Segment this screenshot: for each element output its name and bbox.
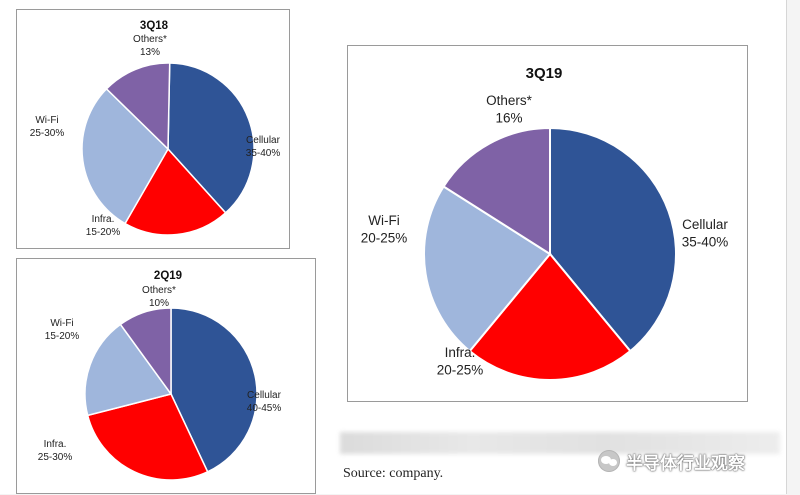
data-label-3q18-others: Others* 13% [133,34,167,58]
pie-slice-2q19-wi-fi [84,323,173,417]
data-label-category-3q18-others: Others* [133,34,167,45]
data-label-category-3q19-cellular: Cellular [682,217,728,232]
pie-panel-2q19: 2Q19 Cellular 40-45% Infra. 25-30% Wi-Fi 15-20… [16,258,316,494]
pie-slice-3q19-others [442,126,551,256]
data-label-category-2q19-wi-fi: Wi-Fi [50,318,73,329]
data-label-category-3q18-wi-fi: Wi-Fi [35,115,58,126]
data-label-value-3q18-infra: 15-20% [86,227,121,238]
pie-slice-2q19-others [119,307,172,397]
pie-slice-3q18-infra [124,147,227,236]
data-label-value-3q19-infra: 20-25% [437,363,484,378]
data-label-value-3q18-cellular: 35-40% [246,148,281,159]
pie-chart-3q18: 3Q18 Cellular 35-40% Infra. 15-20% Wi-Fi 25-30… [30,20,281,238]
data-label-category-3q19-wi-fi: Wi-Fi [368,213,399,228]
watermark: 半导体行业观察 [598,448,745,474]
data-label-2q19-cellular: Cellular 40-45% [247,390,282,414]
data-label-value-3q19-others: 16% [495,111,522,126]
pie-slice-3q19-infra [468,252,632,381]
data-label-category-3q19-infra: Infra. [445,345,476,360]
pie-panel-3q18: 3Q18 Cellular 35-40% Infra. 15-20% Wi-Fi 25-30… [16,9,290,249]
blurred-text [340,432,780,454]
data-label-value-2q19-cellular: 40-45% [247,403,282,414]
source-note: Source: company. [343,466,444,481]
watermark-text: 半导体行业观察 [626,453,745,474]
data-label-3q18-cellular: Cellular 35-40% [246,135,281,159]
data-label-category-2q19-cellular: Cellular [247,390,282,401]
pie-slice-3q18-others [105,62,171,151]
data-label-category-2q19-infra: Infra. [44,439,67,450]
data-label-3q19-cellular: Cellular 35-40% [682,217,729,250]
pie-slice-3q18-wi-fi [81,87,169,225]
data-label-value-2q19-infra: 25-30% [38,452,73,463]
data-label-3q19-others: Others* 16% [486,93,533,126]
chart-title-3q18: 3Q18 [140,20,169,32]
pie-chart-3q19: 3Q19 Cellular 35-40% Infra. 20-25% Wi-Fi 20-25… [361,65,729,381]
data-label-2q19-wi-fi: Wi-Fi 15-20% [45,318,80,342]
data-label-category-2q19-others: Others* [142,285,176,296]
pie-slice-2q19-cellular [170,307,258,473]
pie-slice-2q19-infra [86,393,209,481]
data-label-2q19-infra: Infra. 25-30% [38,439,73,463]
data-label-value-3q18-wi-fi: 25-30% [30,128,65,139]
chart-title-3q19: 3Q19 [526,65,563,82]
pie-slice-3q18-cellular [167,62,255,214]
pie-chart-2q19: 2Q19 Cellular 40-45% Infra. 25-30% Wi-Fi 15-20… [38,270,282,481]
data-label-value-3q18-others: 13% [140,47,160,58]
data-label-value-2q19-wi-fi: 15-20% [45,331,80,342]
wechat-icon [598,450,620,472]
data-label-value-3q19-cellular: 35-40% [682,235,729,250]
chart-title-2q19: 2Q19 [154,270,182,282]
data-label-value-2q19-others: 10% [149,298,169,309]
data-label-category-3q19-others: Others* [486,93,533,108]
data-label-3q19-wi-fi: Wi-Fi 20-25% [361,213,408,246]
data-label-3q18-infra: Infra. 15-20% [86,214,121,238]
data-label-category-3q18-cellular: Cellular [246,135,281,146]
data-label-value-3q19-wi-fi: 20-25% [361,231,408,246]
data-label-category-3q18-infra: Infra. [92,214,115,225]
pie-slice-3q19-wi-fi [423,185,552,353]
data-label-2q19-others: Others* 10% [142,285,176,309]
data-label-3q18-wi-fi: Wi-Fi 25-30% [30,115,65,139]
pie-slice-3q19-cellular [549,126,677,353]
data-label-3q19-infra: Infra. 20-25% [437,345,484,378]
pie-panel-3q19: 3Q19 Cellular 35-40% Infra. 20-25% Wi-Fi 20-25… [347,45,748,402]
